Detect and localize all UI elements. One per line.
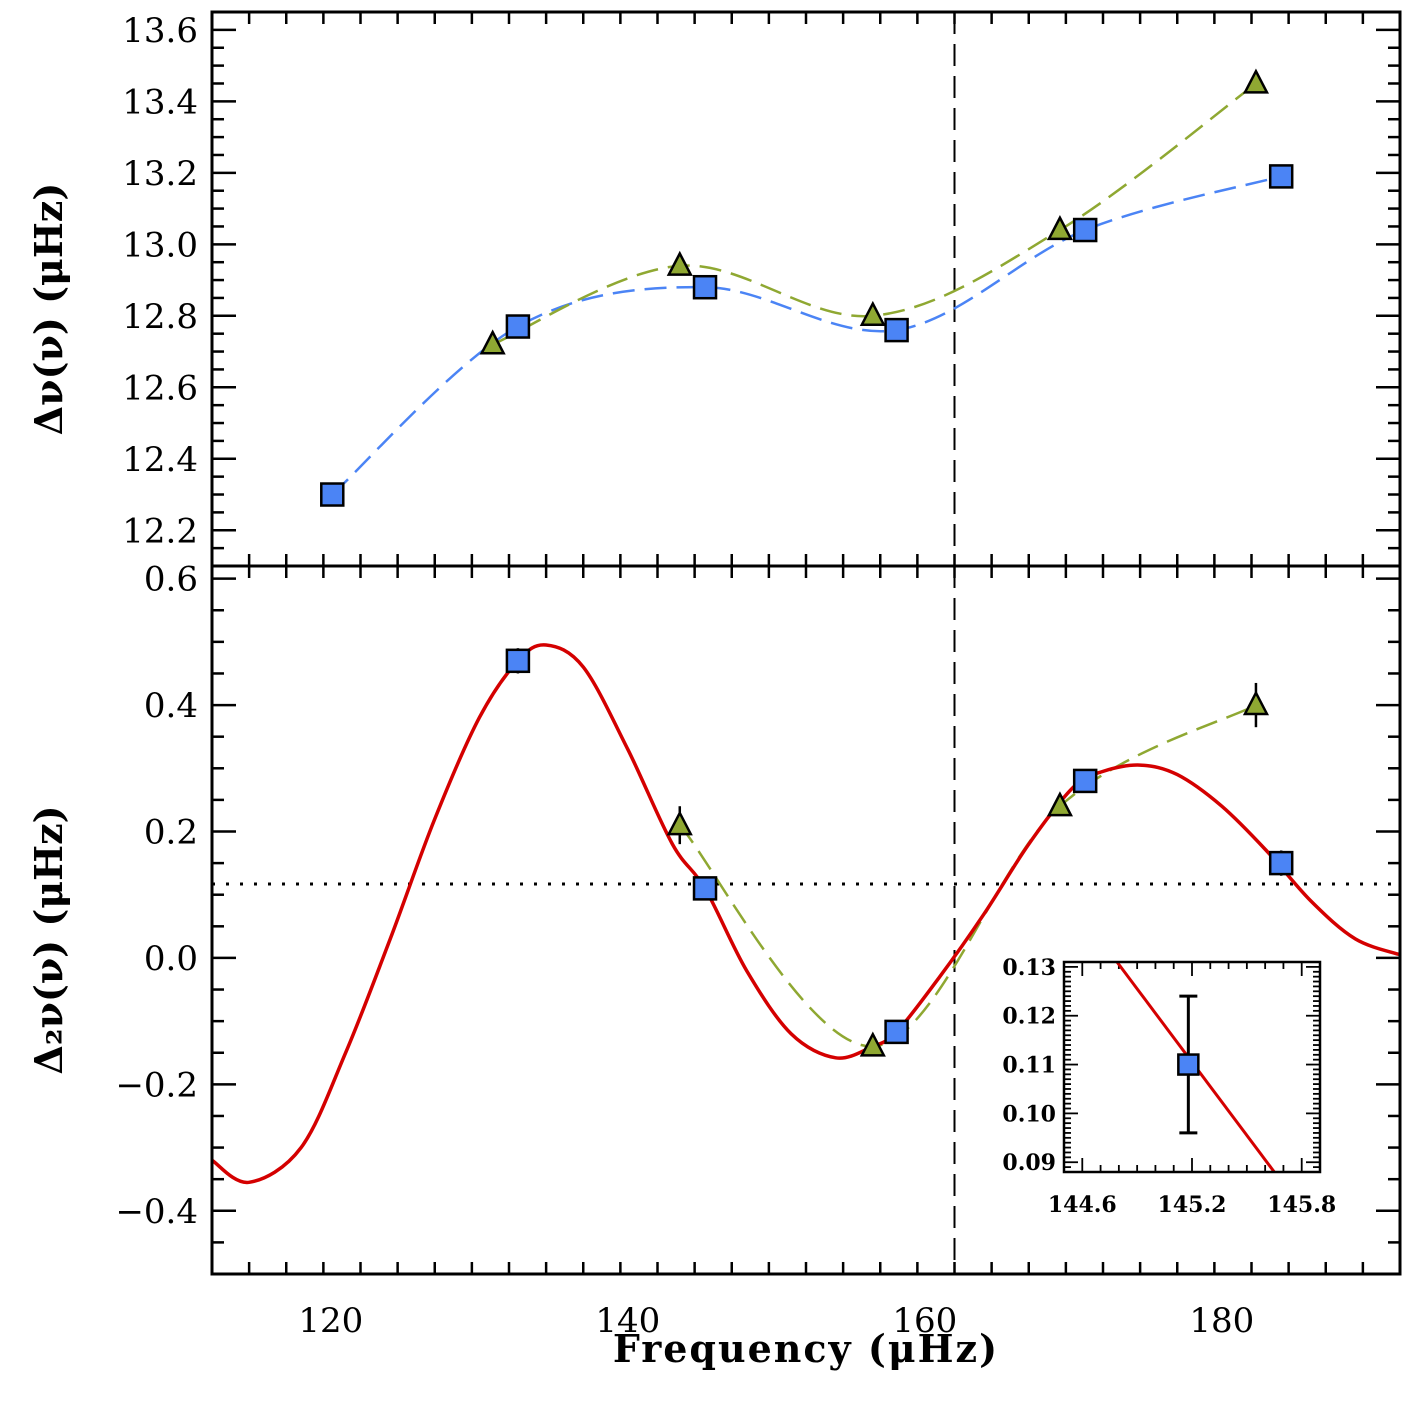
bottom-square-marker xyxy=(884,1019,909,1045)
x-tick-label: 160 xyxy=(892,1301,957,1341)
bottom-triangle-marker xyxy=(1242,690,1270,716)
x-tick-label: 140 xyxy=(595,1301,660,1341)
top-triangle-marker xyxy=(859,300,886,326)
top-y-axis-label: Δν(ν) (μHz) xyxy=(26,183,71,436)
top-frame xyxy=(210,10,1402,568)
bottom-triangle-marker xyxy=(859,1031,886,1057)
inset-x-tick-label: 145.8 xyxy=(1267,1192,1336,1218)
bottom-square-marker xyxy=(1072,768,1098,794)
x-axis-label: Frequency (μHz) xyxy=(613,1326,999,1371)
bottom-frame xyxy=(210,564,1402,1276)
bottom-y-tick-label: −0.2 xyxy=(115,1065,198,1105)
top-square-marker xyxy=(692,274,718,300)
top-triangle-marker xyxy=(1242,68,1270,94)
inset-x-tick-label: 145.2 xyxy=(1158,1192,1227,1218)
bottom-triangle-dashed-curve xyxy=(678,703,1257,1048)
bottom-y-axis-label: Δ₂ν(ν) (μHz) xyxy=(26,805,71,1074)
top-y-tick-label: 12.4 xyxy=(122,440,198,480)
bottom-y-tick-label: 0.4 xyxy=(144,686,198,726)
red-fit-curve xyxy=(210,643,1401,1185)
inset-square-marker xyxy=(1177,1053,1200,1076)
bottom-y-tick-label: 0.6 xyxy=(144,560,198,600)
bottom-y-tick-label: −0.4 xyxy=(115,1192,198,1232)
bottom-square-marker xyxy=(692,876,718,901)
top-square-marker xyxy=(505,314,531,339)
top-y-tick-label: 12.2 xyxy=(122,511,198,551)
top-square-marker xyxy=(1072,217,1098,243)
inset-y-tick-label: 0.13 xyxy=(1002,955,1056,981)
top-y-tick-label: 13.4 xyxy=(122,82,198,122)
inset-x-tick-label: 144.6 xyxy=(1048,1192,1117,1218)
top-square-marker xyxy=(320,482,345,507)
inset-y-tick-label: 0.11 xyxy=(1002,1053,1056,1079)
top-y-tick-label: 12.8 xyxy=(122,297,198,337)
inset-y-tick-label: 0.09 xyxy=(1002,1150,1056,1176)
bottom-y-tick-label: 0.2 xyxy=(144,813,198,853)
inset-y-tick-label: 0.10 xyxy=(1002,1101,1056,1127)
inset-panel: 0.09 0.10 0.11 0.12 0.13 144.6 145.2 145.8 xyxy=(1002,955,1336,1218)
top-y-tick-label: 13.6 xyxy=(122,11,198,51)
bottom-square-marker xyxy=(505,648,531,674)
top-y-tick-label: 12.6 xyxy=(122,368,198,408)
inset-y-tick-label: 0.12 xyxy=(1002,1004,1056,1030)
x-tick-label: 120 xyxy=(298,1301,363,1341)
top-triangle-marker xyxy=(479,329,506,355)
top-triangle-marker xyxy=(666,250,693,276)
top-square-marker xyxy=(884,317,909,343)
bottom-square-marker xyxy=(1268,850,1294,876)
top-panel: 12.2 12.4 12.6 12.8 13.0 13.2 13.4 13.6 Δν(ν) (μ… xyxy=(26,10,1402,568)
inset-frame xyxy=(1062,960,1322,1174)
bottom-triangle-marker xyxy=(1046,791,1073,817)
bottom-panel: −0.4 −0.2 0.0 0.2 0.4 0.6 120 140 160 180 Δ₂ν(ν) (… xyxy=(26,560,1402,1371)
top-series-0-dashed-curve xyxy=(331,175,1282,496)
top-y-tick-label: 13.0 xyxy=(122,225,198,265)
top-square-marker xyxy=(1268,164,1294,189)
bottom-y-tick-label: 0.0 xyxy=(144,939,198,979)
top-triangle-marker xyxy=(1046,215,1073,241)
bottom-triangle-marker xyxy=(666,810,693,836)
x-tick-label: 180 xyxy=(1189,1301,1254,1341)
top-y-tick-label: 13.2 xyxy=(122,154,198,194)
